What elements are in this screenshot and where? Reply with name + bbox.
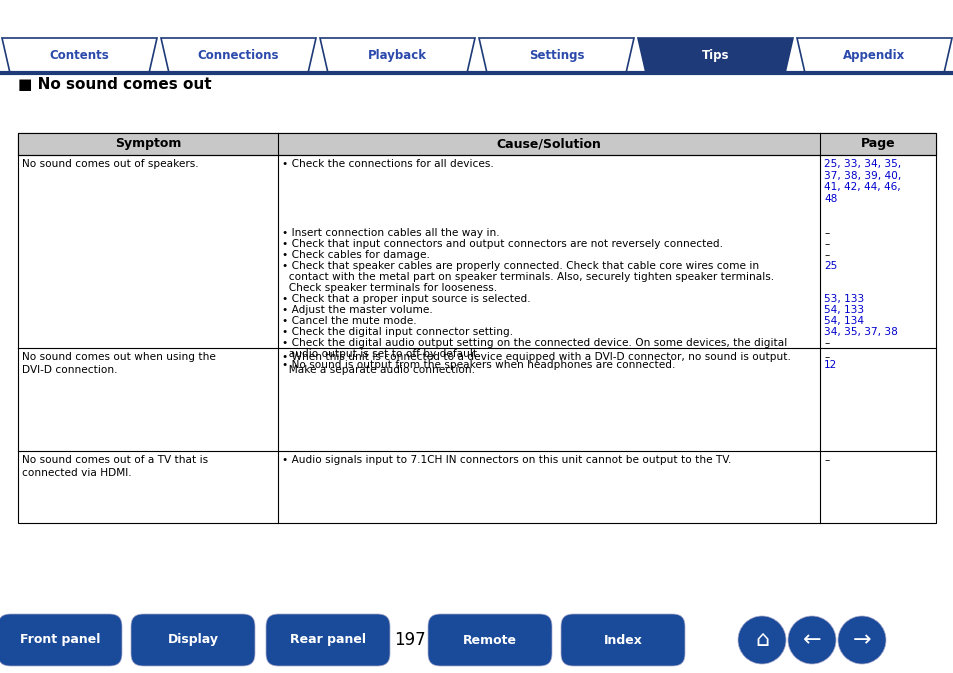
Text: 54, 134: 54, 134 (823, 316, 863, 326)
Text: 34, 35, 37, 38: 34, 35, 37, 38 (823, 327, 897, 337)
Text: –: – (823, 239, 828, 249)
FancyBboxPatch shape (560, 614, 684, 666)
Text: • Check the digital input connector setting.: • Check the digital input connector sett… (282, 327, 513, 337)
Text: Front panel: Front panel (20, 633, 100, 647)
Text: • Check the digital audio output setting on the connected device. On some device: • Check the digital audio output setting… (282, 338, 786, 348)
Text: Symptom: Symptom (114, 137, 181, 151)
Text: 41, 42, 44, 46,: 41, 42, 44, 46, (823, 182, 900, 192)
Text: –: – (823, 455, 828, 465)
Text: 25, 33, 34, 35,: 25, 33, 34, 35, (823, 159, 901, 169)
Text: contact with the metal part on speaker terminals. Also, securely tighten speaker: contact with the metal part on speaker t… (282, 272, 773, 282)
Text: • Audio signals input to 7.1CH IN connectors on this unit cannot be output to th: • Audio signals input to 7.1CH IN connec… (282, 455, 731, 465)
Text: 197: 197 (394, 631, 425, 649)
Polygon shape (638, 38, 792, 73)
Circle shape (837, 616, 885, 664)
Text: 53, 133: 53, 133 (823, 294, 863, 304)
Bar (18, 133, 935, 155)
Text: • Check cables for damage.: • Check cables for damage. (282, 250, 430, 260)
Text: • Insert connection cables all the way in.: • Insert connection cables all the way i… (282, 228, 499, 238)
Text: Cause/Solution: Cause/Solution (497, 137, 600, 151)
Text: 54, 133: 54, 133 (823, 305, 863, 315)
Text: No sound comes out of speakers.: No sound comes out of speakers. (22, 159, 198, 169)
Text: Contents: Contents (50, 49, 110, 62)
Text: ■ No sound comes out: ■ No sound comes out (18, 77, 212, 92)
Text: 48: 48 (823, 194, 837, 203)
Text: • Check that a proper input source is selected.: • Check that a proper input source is se… (282, 294, 530, 304)
Text: audio output is set to off by default.: audio output is set to off by default. (282, 349, 480, 359)
Text: Index: Index (603, 633, 641, 647)
Text: Check speaker terminals for looseness.: Check speaker terminals for looseness. (282, 283, 497, 293)
Text: • Cancel the mute mode.: • Cancel the mute mode. (282, 316, 416, 326)
Text: • Check that speaker cables are properly connected. Check that cable core wires : • Check that speaker cables are properly… (282, 261, 759, 271)
Text: 37, 38, 39, 40,: 37, 38, 39, 40, (823, 170, 901, 180)
Text: Tips: Tips (701, 49, 728, 62)
Polygon shape (319, 38, 475, 73)
Text: Appendix: Appendix (842, 49, 904, 62)
FancyBboxPatch shape (0, 614, 122, 666)
Text: • Check that input connectors and output connectors are not reversely connected.: • Check that input connectors and output… (282, 239, 722, 249)
Circle shape (738, 616, 785, 664)
Text: –: – (823, 338, 828, 348)
Text: • Adjust the master volume.: • Adjust the master volume. (282, 305, 433, 315)
FancyBboxPatch shape (266, 614, 390, 666)
Text: ←: ← (801, 630, 821, 650)
Text: • When this unit is connected to a device equipped with a DVI-D connector, no so: • When this unit is connected to a devic… (282, 352, 790, 376)
Text: Page: Page (860, 137, 894, 151)
Polygon shape (161, 38, 315, 73)
Text: –: – (823, 352, 828, 362)
Text: • Check the connections for all devices.: • Check the connections for all devices. (282, 159, 494, 169)
Text: Rear panel: Rear panel (290, 633, 366, 647)
Text: –: – (823, 250, 828, 260)
Circle shape (787, 616, 835, 664)
Text: Remote: Remote (462, 633, 517, 647)
Text: 25: 25 (823, 261, 837, 271)
Polygon shape (2, 38, 157, 73)
Text: • No sound is output from the speakers when headphones are connected.: • No sound is output from the speakers w… (282, 360, 675, 370)
Bar (18, 133, 935, 523)
Text: Display: Display (168, 633, 218, 647)
Text: 12: 12 (823, 360, 837, 370)
Text: No sound comes out of a TV that is
connected via HDMI.: No sound comes out of a TV that is conne… (22, 455, 208, 479)
Text: →: → (852, 630, 870, 650)
Text: ⌂: ⌂ (754, 630, 768, 650)
FancyBboxPatch shape (428, 614, 552, 666)
Text: No sound comes out when using the
DVI-D connection.: No sound comes out when using the DVI-D … (22, 352, 215, 376)
Text: Connections: Connections (197, 49, 279, 62)
Text: Playback: Playback (368, 49, 427, 62)
FancyBboxPatch shape (131, 614, 254, 666)
Text: Settings: Settings (528, 49, 583, 62)
Polygon shape (478, 38, 634, 73)
Text: –: – (823, 228, 828, 238)
Polygon shape (796, 38, 951, 73)
